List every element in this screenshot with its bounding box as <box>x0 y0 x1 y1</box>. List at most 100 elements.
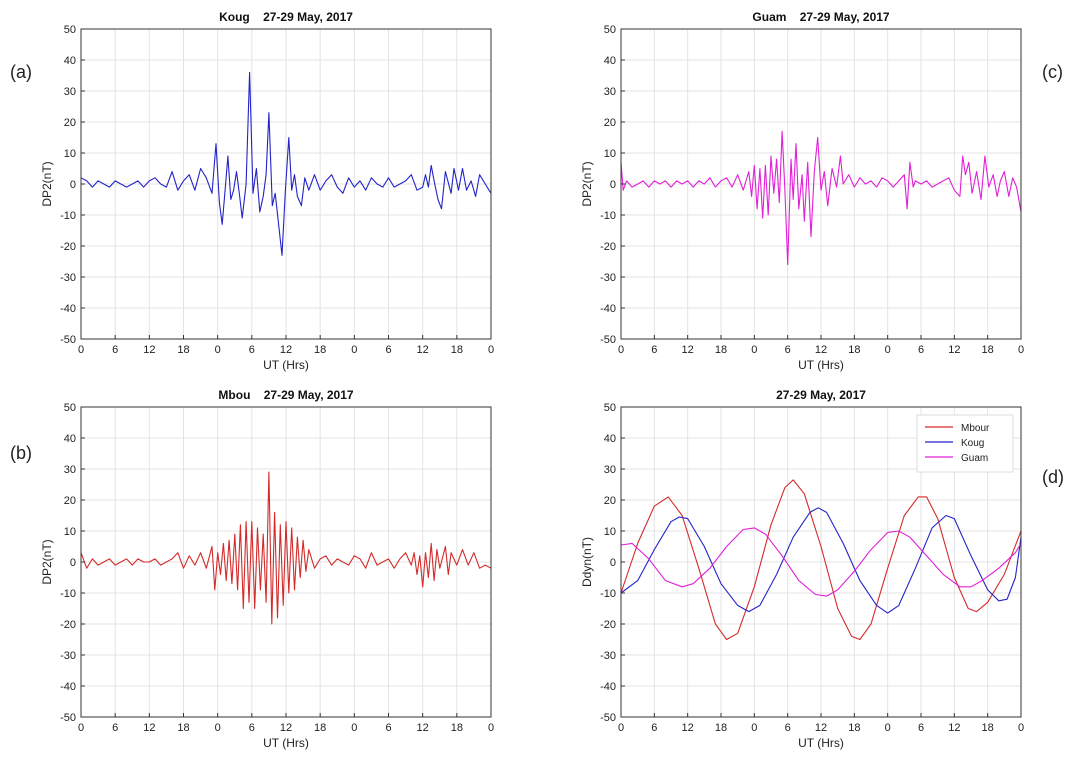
guam-x-tick-label: 6 <box>785 344 791 356</box>
mbou-x-axis-label: UT (Hrs) <box>263 736 309 750</box>
mbou-x-tick-label: 6 <box>249 722 255 734</box>
guam-y-tick-label: 0 <box>610 179 616 191</box>
guam-x-tick-label: 12 <box>948 344 960 356</box>
guam-y-tick-label: 40 <box>604 55 616 67</box>
panel-letter-c: (c) <box>1042 62 1063 82</box>
ddyn-y-tick-label: -40 <box>600 681 616 693</box>
guam-x-tick-label: 0 <box>751 344 757 356</box>
ddyn-y-tick-label: 10 <box>604 526 616 538</box>
guam-x-tick-label: 18 <box>848 344 860 356</box>
mbou-y-tick-label: 0 <box>70 557 76 569</box>
mbou-x-tick-label: 12 <box>417 722 429 734</box>
koug-y-tick-label: -20 <box>60 241 76 253</box>
ddyn-y-tick-label: 40 <box>604 433 616 445</box>
koug-x-tick-label: 6 <box>249 344 255 356</box>
mbou-y-tick-label: 40 <box>64 433 76 445</box>
ddyn-legend: Mbour Koug Guam <box>916 414 1014 473</box>
guam-y-tick-label: 30 <box>604 86 616 98</box>
ddyn-x-tick-label: 0 <box>618 722 624 734</box>
koug-y-tick-label: -50 <box>60 334 76 346</box>
mbou-series-line <box>80 471 492 625</box>
mbou-y-axis-label: DP2(nT) <box>40 539 54 584</box>
ddyn-y-tick-label: 0 <box>610 557 616 569</box>
ddyn-y-tick-label: -50 <box>600 712 616 724</box>
koug-x-tick-label: 0 <box>78 344 84 356</box>
mbou-y-tick-label: 20 <box>64 495 76 507</box>
ddyn-x-tick-label: 18 <box>848 722 860 734</box>
ddyn-x-axis-label: UT (Hrs) <box>798 736 844 750</box>
ddyn-x-tick-label: 18 <box>982 722 994 734</box>
ddyn-series-line-guam <box>620 527 1022 597</box>
ddyn-x-tick-label: 18 <box>715 722 727 734</box>
mbou-y-tick-label: -10 <box>60 588 76 600</box>
guam-x-tick-label: 6 <box>651 344 657 356</box>
ddyn-x-tick-label: 0 <box>1018 722 1024 734</box>
guam-x-tick-label: 0 <box>1018 344 1024 356</box>
guam-y-tick-label: 10 <box>604 148 616 160</box>
koug-x-tick-label: 12 <box>417 344 429 356</box>
koug-y-tick-label: 20 <box>64 117 76 129</box>
mbou-x-tick-label: 0 <box>215 722 221 734</box>
mbou-y-tick-label: -50 <box>60 712 76 724</box>
ddyn-x-tick-label: 12 <box>815 722 827 734</box>
guam-x-tick-label: 0 <box>618 344 624 356</box>
guam-y-tick-label: -40 <box>600 303 616 315</box>
mbou-x-tick-label: 18 <box>314 722 326 734</box>
ddyn-legend-label-koug: Koug <box>961 438 984 449</box>
mbou-x-tick-label: 0 <box>78 722 84 734</box>
ddyn-title: 27-29 May, 2017 <box>776 388 866 402</box>
koug-y-tick-label: -30 <box>60 272 76 284</box>
guam-y-tick-label: 20 <box>604 117 616 129</box>
koug-y-tick-label: -10 <box>60 210 76 222</box>
koug-x-tick-label: 12 <box>143 344 155 356</box>
ddyn-x-tick-label: 0 <box>751 722 757 734</box>
koug-x-tick-label: 0 <box>488 344 494 356</box>
panel-letter-a: (a) <box>10 62 32 82</box>
guam-x-tick-label: 18 <box>982 344 994 356</box>
koug-y-tick-label: 10 <box>64 148 76 160</box>
guam-x-tick-label: 12 <box>682 344 694 356</box>
ddyn-legend-box <box>916 414 1014 473</box>
ddyn-y-axis-label: Ddyn(nT) <box>580 537 594 587</box>
ddyn-series-line-koug <box>620 507 1022 614</box>
mbou-title: Mbou 27-29 May, 2017 <box>218 388 353 402</box>
koug-x-tick-label: 6 <box>112 344 118 356</box>
ddyn-x-tick-label: 0 <box>885 722 891 734</box>
ddyn-x-tick-label: 6 <box>651 722 657 734</box>
guam-series-line <box>620 130 1022 266</box>
koug-y-tick-label: 0 <box>70 179 76 191</box>
mbou-x-tick-label: 12 <box>280 722 292 734</box>
koug-x-axis-label: UT (Hrs) <box>263 358 309 372</box>
mbou-x-tick-label: 18 <box>177 722 189 734</box>
mbou-y-tick-label: 50 <box>64 402 76 414</box>
guam-x-tick-label: 12 <box>815 344 827 356</box>
guam-x-axis-label: UT (Hrs) <box>798 358 844 372</box>
ddyn-x-tick-label: 12 <box>682 722 694 734</box>
mbou-y-tick-label: 30 <box>64 464 76 476</box>
ddyn-y-tick-label: 30 <box>604 464 616 476</box>
koug-x-tick-label: 18 <box>314 344 326 356</box>
koug-series-line <box>80 71 492 256</box>
guam-x-tick-label: 0 <box>885 344 891 356</box>
guam-y-axis-label: DP2(nT) <box>580 161 594 206</box>
ddyn-series-line-mbour <box>620 479 1022 641</box>
koug-y-tick-label: 40 <box>64 55 76 67</box>
ddyn-y-tick-label: -10 <box>600 588 616 600</box>
panel-letter-b: (b) <box>10 443 32 463</box>
koug-y-tick-label: 30 <box>64 86 76 98</box>
guam-y-tick-label: -50 <box>600 334 616 346</box>
mbou-y-tick-label: -40 <box>60 681 76 693</box>
ddyn-y-tick-label: 20 <box>604 495 616 507</box>
guam-x-tick-label: 18 <box>715 344 727 356</box>
mbou-y-tick-label: -30 <box>60 650 76 662</box>
koug-x-tick-label: 6 <box>385 344 391 356</box>
ddyn-x-tick-label: 12 <box>948 722 960 734</box>
ddyn-legend-label-mbour: Mbour <box>961 423 990 434</box>
guam-x-tick-label: 6 <box>918 344 924 356</box>
koug-y-axis-label: DP2(nT) <box>40 161 54 206</box>
